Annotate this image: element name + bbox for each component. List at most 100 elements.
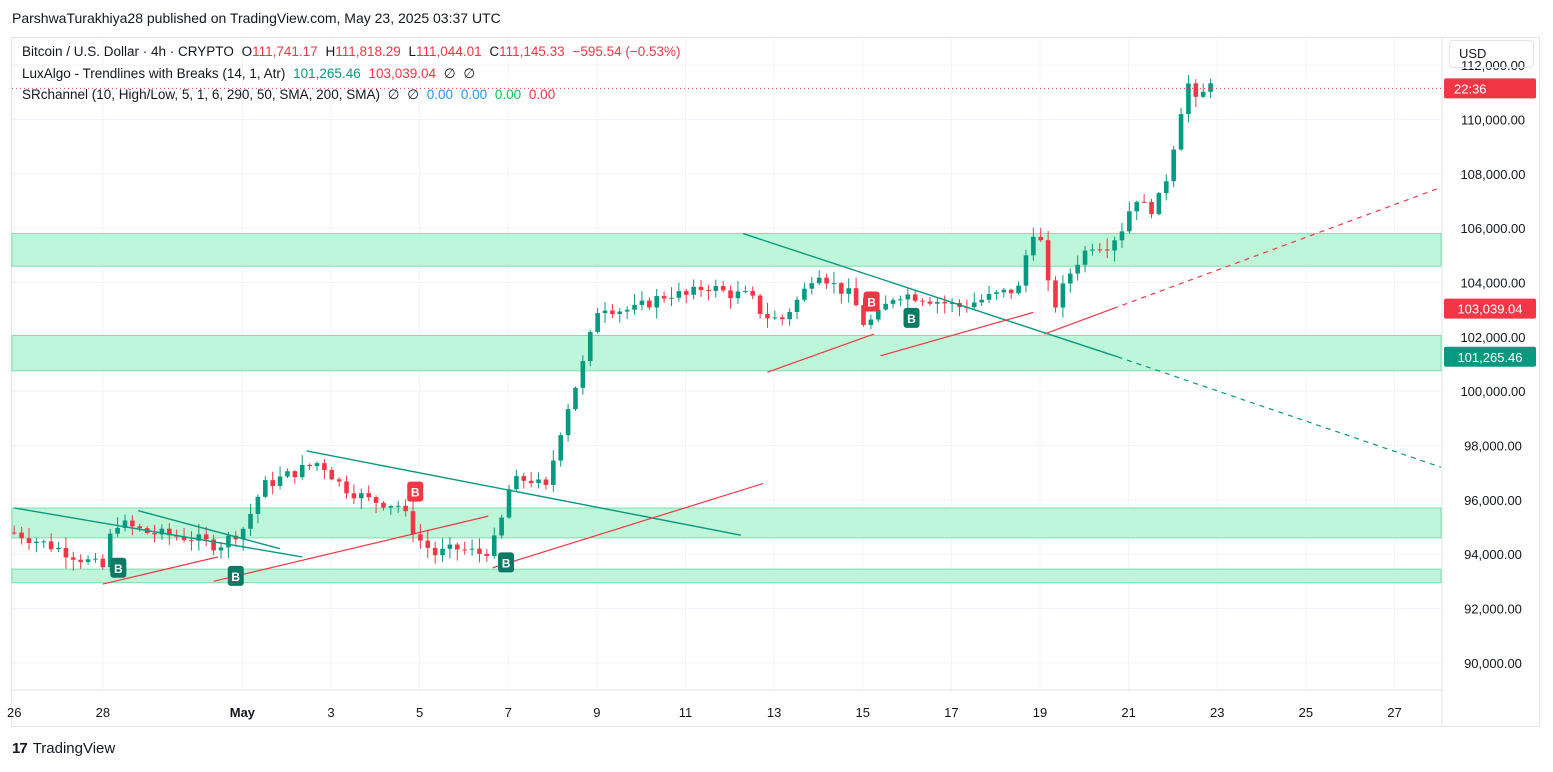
candle-body bbox=[11, 532, 17, 534]
candle-body bbox=[322, 463, 327, 470]
trendline-down-extension bbox=[1117, 356, 1442, 468]
candle-body bbox=[292, 471, 298, 478]
candle-body bbox=[1045, 240, 1051, 281]
candle-body bbox=[1082, 250, 1088, 265]
candle-body bbox=[551, 460, 556, 485]
candle-body bbox=[248, 513, 253, 529]
candle-body bbox=[1134, 201, 1140, 212]
candle-body bbox=[735, 291, 741, 299]
sr-zone bbox=[11, 233, 1442, 267]
indicator-srchannel-name[interactable]: SRchannel (10, High/Low, 5, 1, 6, 290, 5… bbox=[22, 87, 380, 102]
candle-body bbox=[772, 317, 778, 319]
indicator-srchannel-value-6: 0.00 bbox=[528, 87, 556, 102]
candle-body bbox=[344, 481, 349, 494]
candle-body bbox=[218, 547, 224, 551]
candle-body bbox=[706, 289, 711, 291]
candle-body bbox=[1075, 264, 1080, 274]
price-axis-badge bbox=[1444, 78, 1536, 99]
x-tick-label: 23 bbox=[1210, 705, 1224, 720]
y-tick-label: 96,000.00 bbox=[1464, 493, 1522, 508]
candle-body bbox=[477, 548, 482, 554]
candle-body bbox=[587, 331, 593, 362]
candle-body bbox=[63, 547, 69, 558]
candle-body bbox=[1097, 249, 1103, 251]
indicator-trendlines-name[interactable]: LuxAlgo - Trendlines with Breaks (14, 1,… bbox=[22, 66, 286, 81]
candle-body bbox=[514, 476, 519, 490]
currency-selector[interactable]: USD bbox=[1449, 40, 1534, 68]
legend-symbol-row: Bitcoin / U.S. Dollar · 4h · CRYPTO O111… bbox=[22, 44, 685, 59]
candle-body bbox=[56, 547, 61, 550]
x-tick-label: 13 bbox=[767, 705, 781, 720]
price-axis-badge-label: 22:36 bbox=[1454, 81, 1487, 96]
indicator-srchannel-value-4: 0.00 bbox=[460, 87, 488, 102]
price-axis-badge bbox=[1444, 298, 1536, 319]
candle-body bbox=[71, 557, 76, 560]
candle-body bbox=[912, 294, 918, 301]
y-tick-label: 102,000.00 bbox=[1460, 330, 1525, 345]
candle-body bbox=[543, 479, 549, 485]
candle-body bbox=[661, 296, 667, 299]
candle-body bbox=[868, 319, 874, 325]
price-axis-badge-label: 103,039.04 bbox=[1457, 302, 1522, 317]
candle-body bbox=[440, 548, 445, 556]
candle-body bbox=[942, 301, 948, 304]
candle-body bbox=[277, 476, 283, 486]
candle-body bbox=[565, 409, 571, 436]
break-marker-buy bbox=[227, 565, 244, 586]
tradingview-logo[interactable]: 17 TradingView bbox=[12, 740, 115, 757]
candle-body bbox=[196, 534, 202, 541]
candle-body bbox=[85, 559, 91, 563]
candle-body bbox=[1119, 231, 1125, 241]
published-by-line: ParshwaTurakhiya28 published on TradingV… bbox=[12, 10, 501, 26]
price-axis-badge-label: 101,265.46 bbox=[1457, 350, 1522, 365]
candle-body bbox=[1208, 83, 1213, 92]
candle-body bbox=[602, 310, 608, 314]
candle-body bbox=[181, 536, 187, 541]
candle-body bbox=[93, 558, 98, 560]
candle-body bbox=[728, 290, 733, 299]
candle-body bbox=[617, 311, 623, 315]
candle-body bbox=[1060, 283, 1066, 308]
x-tick-label: 5 bbox=[416, 705, 423, 720]
price-axis-badge bbox=[1444, 346, 1536, 367]
candle-body bbox=[624, 309, 630, 312]
y-tick-label: 106,000.00 bbox=[1460, 221, 1525, 236]
candle-body bbox=[1171, 149, 1176, 182]
trendline-down bbox=[742, 232, 1118, 358]
candle-body bbox=[455, 544, 460, 550]
break-marker-buy bbox=[498, 552, 515, 573]
candle-body bbox=[824, 277, 829, 284]
y-tick-label: 108,000.00 bbox=[1460, 167, 1525, 182]
chart-frame bbox=[11, 37, 1540, 727]
legend-indicator-srchannel: SRchannel (10, High/Low, 5, 1, 6, 290, 5… bbox=[22, 87, 559, 103]
candle-body bbox=[979, 299, 984, 303]
candle-body bbox=[898, 299, 903, 301]
x-tick-label: 11 bbox=[679, 705, 693, 720]
break-marker-sell bbox=[863, 291, 880, 312]
candle-body bbox=[839, 283, 844, 294]
trendline-down bbox=[306, 450, 742, 536]
candle-body bbox=[757, 295, 763, 315]
candle-body bbox=[846, 288, 852, 294]
candle-body bbox=[506, 489, 512, 518]
candle-body bbox=[1053, 280, 1058, 308]
x-tick-label: 19 bbox=[1033, 705, 1047, 720]
candle-body bbox=[580, 361, 586, 388]
candle-body bbox=[573, 387, 578, 410]
candle-body bbox=[1193, 83, 1199, 97]
legend-symbol[interactable]: Bitcoin / U.S. Dollar · 4h · CRYPTO bbox=[22, 44, 234, 59]
candle-body bbox=[41, 541, 47, 543]
candle-body bbox=[432, 547, 438, 556]
break-marker-label: B bbox=[907, 312, 916, 326]
candle-body bbox=[750, 291, 756, 296]
candle-body bbox=[1141, 201, 1147, 203]
y-tick-label: 110,000.00 bbox=[1461, 113, 1525, 128]
candle-body bbox=[1178, 114, 1184, 150]
x-tick-label: 25 bbox=[1299, 705, 1313, 720]
candle-body bbox=[403, 505, 408, 512]
candle-body bbox=[107, 533, 113, 568]
candle-body bbox=[1001, 289, 1007, 293]
candle-body bbox=[528, 480, 534, 484]
candle-body bbox=[610, 310, 615, 315]
